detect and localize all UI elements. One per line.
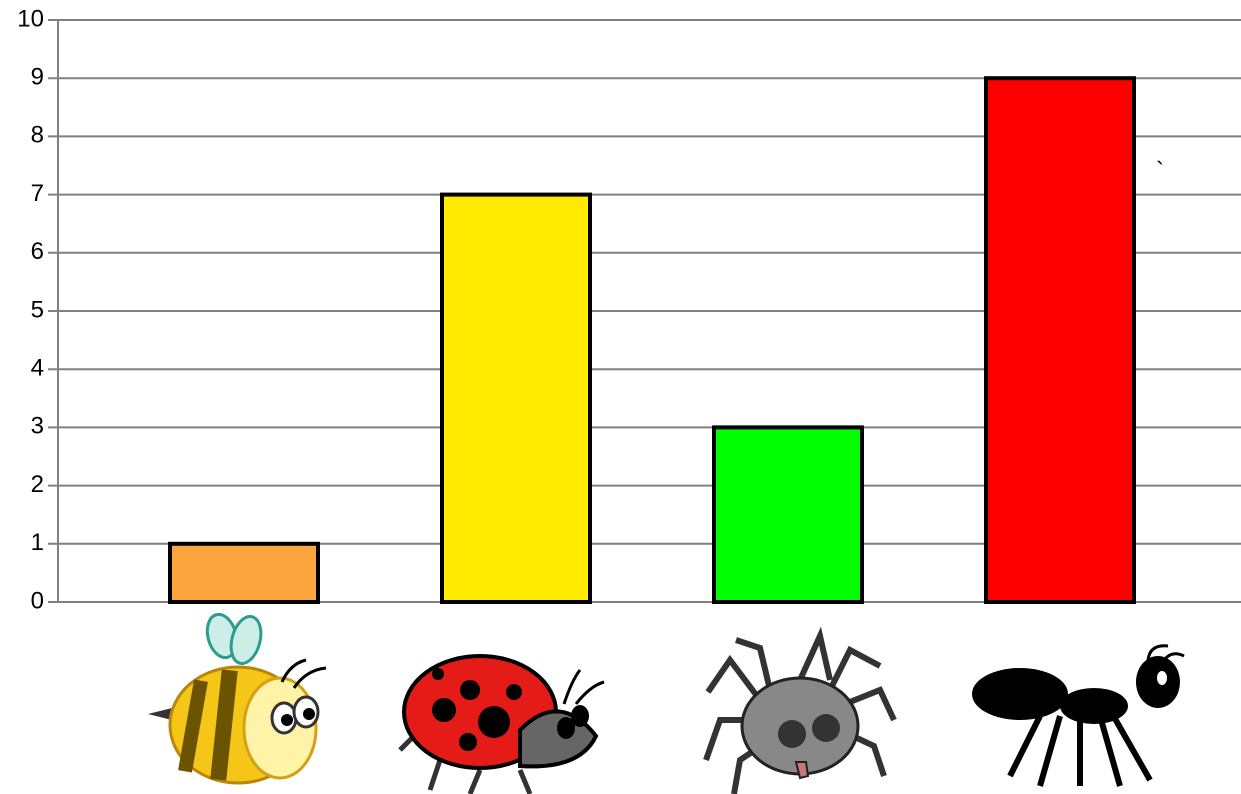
ant-icon bbox=[972, 646, 1184, 786]
bar bbox=[714, 427, 862, 602]
y-tick-label: 9 bbox=[31, 64, 44, 91]
y-tick-label: 2 bbox=[31, 471, 44, 498]
y-tick-label: 8 bbox=[31, 122, 44, 149]
y-tick-label: 10 bbox=[17, 5, 44, 32]
bar bbox=[442, 195, 590, 602]
y-tick-label: 6 bbox=[31, 238, 44, 265]
bar bbox=[986, 78, 1134, 602]
ladybug-icon bbox=[400, 656, 604, 794]
y-tick-label: 0 bbox=[31, 587, 44, 614]
chart: ` 0 1 2 3 4 5 6 7 8 9 10 bbox=[0, 0, 1241, 794]
y-tick-label: 1 bbox=[31, 529, 44, 556]
annotation: ` bbox=[1156, 157, 1164, 184]
y-tick-label: 3 bbox=[31, 413, 44, 440]
y-tick-label: 4 bbox=[31, 355, 44, 382]
bee-icon bbox=[148, 611, 326, 783]
y-tick-label: 7 bbox=[31, 180, 44, 207]
y-tick-label: 5 bbox=[31, 296, 44, 323]
bar bbox=[170, 544, 318, 602]
spider-body bbox=[742, 678, 858, 778]
category-icons bbox=[148, 611, 1184, 794]
